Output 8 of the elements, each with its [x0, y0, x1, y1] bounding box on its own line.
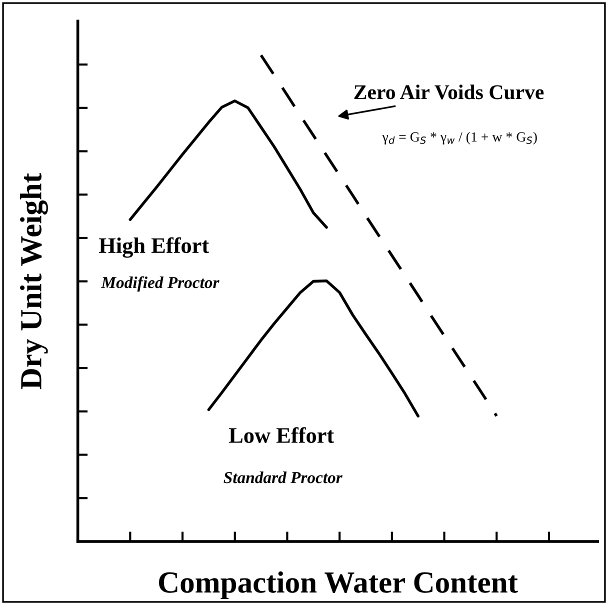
annotation: Low Effort: [228, 427, 334, 443]
y-axis-title: Dry Unit Weight: [20, 173, 48, 390]
annotation: Modified Proctor: [101, 276, 220, 292]
x-axis-title: Compaction Water Content: [159, 571, 518, 600]
annotation: Standard Proctor: [224, 471, 343, 484]
text: γ$_{d}$ = G$_{S}$ * γ$_{w}$ / (1 + w * G$_{S}$): [382, 132, 537, 144]
annotation: Zero Air Voids Curve: [354, 84, 544, 100]
annotation: High Effort: [98, 237, 209, 258]
